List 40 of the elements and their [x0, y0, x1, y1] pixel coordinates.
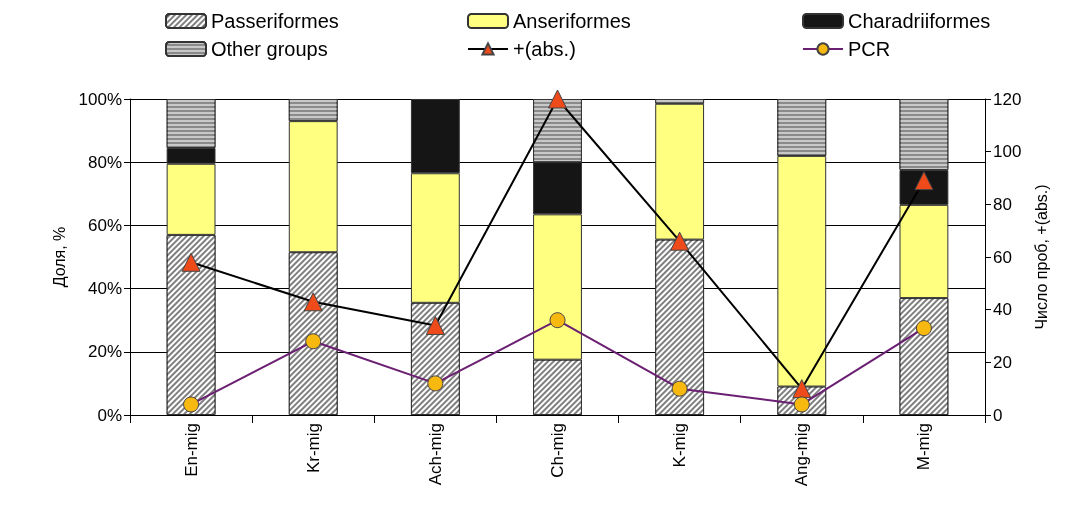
point [548, 89, 567, 109]
y2-tick-label: 80 [993, 194, 1012, 214]
point [427, 375, 444, 392]
point [792, 379, 812, 399]
x-tick-label: Ch-mig [548, 423, 567, 478]
legend-label: Passeriformes [211, 10, 339, 32]
y2-tick-label: 0 [993, 405, 1003, 425]
y2-tick-label: 100 [993, 142, 1022, 162]
x-tick-label: M-mig [914, 423, 934, 471]
point [670, 231, 690, 251]
point [671, 380, 688, 397]
point [181, 252, 201, 272]
y2-tick-label: 20 [993, 352, 1012, 372]
x-tick-label: Kr-mig [303, 423, 323, 474]
y2-tick-label: 60 [993, 247, 1012, 267]
point [305, 333, 322, 350]
y-tick-label: 60% [87, 215, 122, 235]
y-tick-label: 20% [87, 342, 122, 362]
y-tick-label: 40% [87, 279, 122, 299]
legend-label: Other groups [211, 38, 328, 60]
legend-label: Charadriiformes [848, 10, 991, 32]
y-tick-label: 0% [97, 405, 122, 425]
y-tick-label: 100% [78, 89, 122, 109]
point [549, 312, 566, 329]
x-tick-label: Ang-mig [792, 423, 812, 487]
y-tick-label: 80% [87, 152, 122, 172]
x-tick-label: En-mig [181, 423, 201, 477]
point [425, 315, 445, 335]
point [303, 292, 323, 312]
point [915, 320, 932, 337]
legend-label: +(abs.) [513, 38, 576, 60]
y-axis-title: Доля, % [51, 226, 69, 288]
y2-axis-title: Число проб, +(abs.) [1032, 184, 1050, 330]
point [183, 396, 200, 413]
legend-label: PCR [848, 38, 891, 60]
y2-tick-label: 40 [993, 300, 1012, 320]
legend-label: Anseriformes [513, 10, 631, 32]
x-tick-label: K-mig [670, 423, 690, 468]
x-tick-label: Ach-mig [425, 423, 445, 486]
y2-tick-label: 120 [993, 89, 1022, 109]
